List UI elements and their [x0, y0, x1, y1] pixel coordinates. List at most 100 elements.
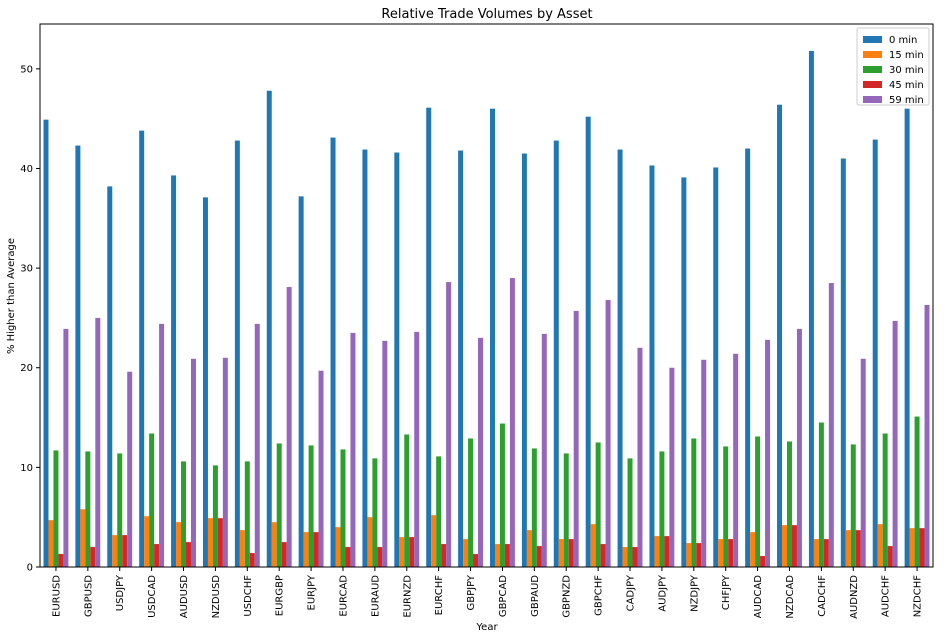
bar-59-min-GBPJPY: [478, 337, 483, 567]
bar-45-min-EURNZD: [409, 537, 415, 567]
bar-59-min-EURJPY: [318, 370, 324, 567]
bar-59-min-EURNZD: [414, 331, 420, 567]
bar-45-min-AUDUSD: [186, 542, 191, 567]
bar-30-min-USDCAD: [149, 433, 155, 567]
legend: 0 min 15 min 30 min 45 min 59 min: [856, 27, 930, 106]
bar-15-min-AUDCHF: [877, 524, 883, 567]
x-tick-label: EURGBP: [275, 575, 286, 616]
x-tick-label: EURCAD: [338, 575, 349, 617]
x-tick-label: USDJPY: [115, 574, 126, 611]
legend-swatch-45-min: [863, 81, 882, 88]
x-axis: EURUSD GBPUSD USDJPY USDCAD AUDUSD NZDUSD USDC…: [51, 567, 924, 619]
bar-0-min-AUDUSD: [171, 175, 177, 567]
bar-59-min-NZDJPY: [701, 359, 707, 567]
x-tick-label: GBPJPY: [466, 574, 477, 610]
chart-title: Relative Trade Volumes by Asset: [381, 7, 592, 22]
plot-area: [43, 50, 930, 568]
bar-30-min-GBPCAD: [499, 423, 505, 567]
bar-0-min-GBPAUD: [521, 153, 527, 567]
bar-45-min-USDCHF: [249, 553, 255, 567]
bar-0-min-USDCHF: [234, 140, 240, 567]
bar-45-min-EURJPY: [313, 532, 319, 567]
bar-0-min-NZDJPY: [681, 177, 687, 567]
bar-15-min-EURGBP: [271, 522, 277, 567]
bar-15-min-GBPAUD: [526, 530, 532, 567]
bar-0-min-NZDUSD: [202, 197, 208, 568]
y-tick-label: 40: [20, 164, 33, 175]
bar-30-min-USDJPY: [117, 453, 123, 567]
bar-30-min-GBPUSD: [85, 451, 91, 567]
x-tick-label: AUDNZD: [849, 575, 860, 619]
bar-30-min-EURJPY: [308, 445, 314, 567]
legend-label-30-min: 30 min: [889, 65, 924, 76]
bar-59-min-USDJPY: [127, 371, 133, 567]
bar-45-min-GBPCHF: [600, 544, 606, 567]
bar-30-min-NZDJPY: [691, 438, 697, 567]
bar-30-min-USDCHF: [244, 461, 250, 567]
bar-15-min-CHFJPY: [718, 539, 724, 567]
bar-59-min-AUDJPY: [669, 367, 675, 567]
bar-15-min-NZDUSD: [207, 518, 213, 567]
bar-45-min-NZDCHF: [919, 528, 925, 567]
x-tick-label: GBPAUD: [530, 575, 541, 617]
bar-15-min-AUDCAD: [750, 532, 756, 567]
bar-45-min-EURCHF: [441, 544, 447, 567]
bar-15-min-EURCHF: [431, 515, 437, 567]
bar-30-min-AUDNZD: [850, 444, 856, 567]
bar-59-min-GBPUSD: [95, 317, 101, 567]
legend-swatch-59-min: [863, 96, 882, 103]
legend-label-45-min: 45 min: [889, 80, 924, 91]
bar-45-min-EURCAD: [345, 547, 351, 567]
bar-30-min-GBPCHF: [595, 442, 601, 567]
bar-30-min-AUDJPY: [659, 451, 665, 567]
bar-0-min-EURNZD: [394, 152, 400, 567]
bar-15-min-EURUSD: [48, 520, 54, 567]
bar-15-min-GBPJPY: [463, 539, 469, 567]
bar-59-min-NZDCAD: [796, 328, 802, 567]
x-tick-label: NZDCHF: [913, 575, 924, 618]
y-tick-label: 20: [20, 363, 33, 374]
bar-15-min-CADCHF: [813, 539, 819, 567]
bar-30-min-CADJPY: [627, 458, 633, 567]
legend-label-59-min: 59 min: [889, 95, 924, 106]
x-tick-label: NZDJPY: [689, 574, 700, 612]
x-tick-label: AUDUSD: [179, 575, 190, 619]
x-tick-label: CADJPY: [626, 574, 637, 611]
bar-0-min-GBPCAD: [490, 108, 495, 567]
bar-45-min-CADCHF: [823, 539, 829, 567]
bar-59-min-EURGBP: [286, 287, 292, 567]
bar-30-min-GBPNZD: [563, 453, 569, 567]
bar-0-min-AUDNZD: [840, 158, 846, 567]
x-tick-label: EURAUD: [370, 575, 381, 617]
bar-45-min-GBPCAD: [504, 544, 510, 567]
x-tick-label: EURCHF: [434, 575, 445, 616]
bar-0-min-CADCHF: [808, 50, 814, 567]
bar-59-min-EURCHF: [446, 282, 452, 567]
bar-0-min-AUDCAD: [745, 148, 751, 568]
bar-0-min-CADJPY: [617, 149, 623, 568]
bar-0-min-AUDCHF: [872, 139, 878, 567]
y-axis: 0 10 20 30 40 50: [20, 64, 40, 574]
bar-45-min-AUDCHF: [887, 546, 893, 567]
bar-59-min-EURCAD: [350, 332, 356, 567]
bar-0-min-NZDCAD: [777, 104, 783, 567]
bar-45-min-USDCAD: [154, 544, 160, 567]
bar-30-min-AUDCAD: [755, 436, 761, 567]
bar-15-min-AUDJPY: [654, 536, 660, 567]
bar-59-min-AUDCAD: [765, 339, 771, 567]
bar-45-min-NZDJPY: [696, 543, 702, 567]
bar-15-min-EURCAD: [335, 527, 341, 567]
bar-0-min-EURCAD: [330, 137, 336, 567]
bar-15-min-GBPCHF: [590, 524, 596, 567]
bar-15-min-EURNZD: [399, 537, 405, 567]
bar-0-min-EURJPY: [298, 196, 304, 567]
x-tick-label: AUDCHF: [881, 575, 892, 617]
bar-45-min-NZDCAD: [791, 525, 797, 567]
x-tick-label: AUDJPY: [657, 574, 668, 612]
bar-45-min-USDJPY: [122, 535, 128, 567]
bar-59-min-GBPAUD: [541, 333, 547, 567]
bar-30-min-NZDCHF: [914, 416, 920, 567]
bar-30-min-EURGBP: [276, 443, 282, 567]
y-tick-label: 30: [20, 264, 33, 275]
bar-59-min-NZDUSD: [222, 357, 228, 567]
